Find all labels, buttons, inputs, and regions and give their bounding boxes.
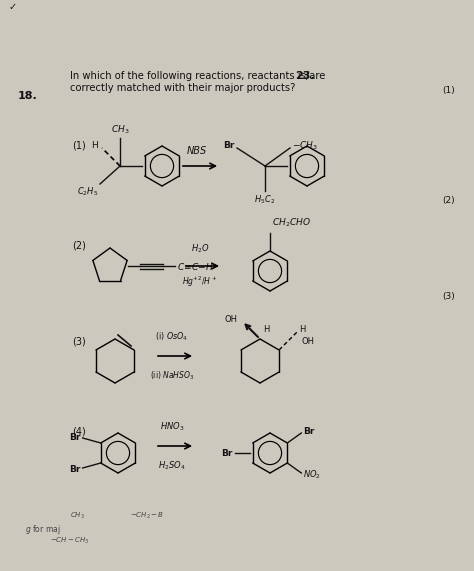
Text: $H_2O$: $H_2O$ [191,243,209,255]
Text: $NO_2$: $NO_2$ [303,469,321,481]
Text: NBS: NBS [187,146,207,156]
Text: $C\!\equiv\!C\!-\!H$: $C\!\equiv\!C\!-\!H$ [177,260,214,271]
Text: OH: OH [301,337,314,347]
Text: $C_2H_5$: $C_2H_5$ [77,186,98,199]
Text: $-CH_3$: $-CH_3$ [292,140,318,152]
Text: 18.: 18. [18,91,38,101]
Text: Br: Br [222,448,233,457]
Text: $\checkmark$: $\checkmark$ [8,1,17,11]
Text: (2): (2) [72,241,86,251]
Text: $g$ for maj: $g$ for maj [25,523,61,536]
Text: $-CH_2-B$: $-CH_2-B$ [130,511,164,521]
Text: $CH_3$: $CH_3$ [70,511,85,521]
Text: Br: Br [224,142,235,151]
Text: (1): (1) [442,86,455,95]
Text: (4): (4) [72,426,86,436]
Text: $H_5C_2$: $H_5C_2$ [255,194,276,207]
Text: (1): (1) [72,141,86,151]
Text: correctly matched with their major products?: correctly matched with their major produ… [70,83,295,93]
Text: $CH_2CHO$: $CH_2CHO$ [272,216,311,229]
Text: $HNO_3$: $HNO_3$ [160,420,184,433]
Text: $Hg^{+2}/H^+$: $Hg^{+2}/H^+$ [182,275,218,289]
Text: (3): (3) [72,336,86,346]
Text: In which of the following reactions, reactants is/are: In which of the following reactions, rea… [70,71,325,81]
Text: (ii) $NaHSO_3$: (ii) $NaHSO_3$ [150,369,194,381]
Text: $H_2SO_4$: $H_2SO_4$ [158,459,186,472]
Text: H: H [299,325,305,335]
Text: H: H [263,325,269,334]
Text: Br: Br [303,427,315,436]
Text: Br: Br [69,432,81,441]
Text: (2): (2) [442,196,455,206]
Text: $CH_3$: $CH_3$ [111,123,129,136]
Text: H: H [91,142,98,151]
Text: $-CH-CH_3$: $-CH-CH_3$ [50,536,90,546]
Text: 23.: 23. [295,71,315,81]
Text: Br: Br [69,464,81,473]
Text: OH: OH [225,315,238,324]
Text: (i) $OsO_4$: (i) $OsO_4$ [155,331,189,343]
Text: (3): (3) [442,292,455,300]
